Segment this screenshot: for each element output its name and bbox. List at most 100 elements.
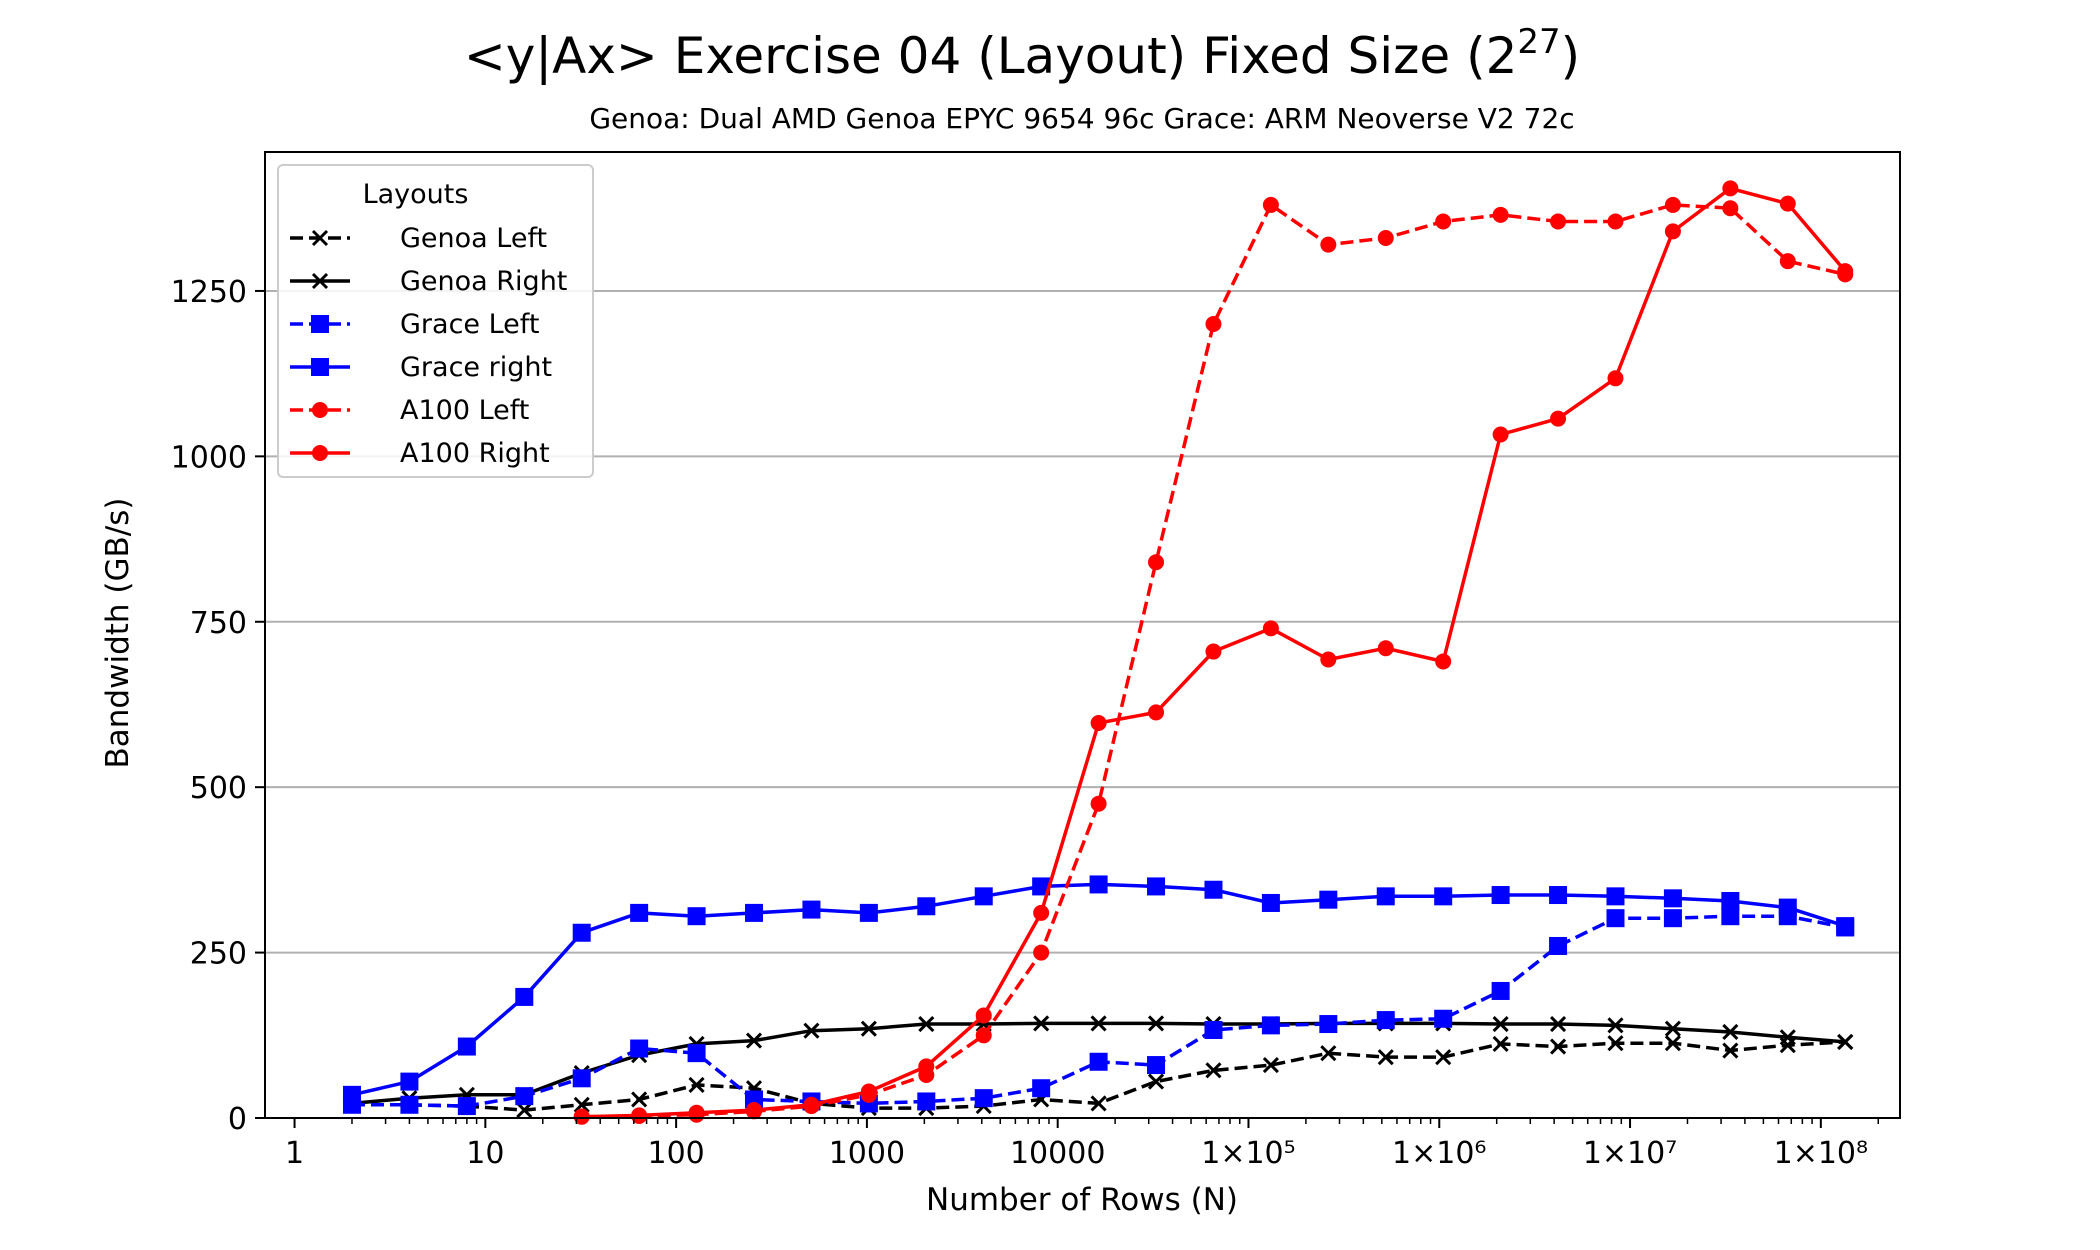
x-tick-label: 1×10⁸ (1774, 1136, 1868, 1171)
marker-stroke (1090, 1015, 1107, 1032)
data-point (515, 1087, 534, 1106)
data-point (860, 1083, 877, 1100)
data-point (457, 1037, 476, 1056)
data-point (975, 1027, 992, 1044)
marker-stroke (1664, 1020, 1681, 1037)
series-a100-left (573, 196, 1854, 1125)
marker-stroke (1492, 1035, 1509, 1052)
data-point (1032, 877, 1051, 896)
series-line (581, 203, 1846, 1119)
data-point (745, 1032, 763, 1049)
data-point (400, 1095, 419, 1114)
marker-stroke (1033, 1015, 1050, 1032)
data-point (1549, 886, 1568, 905)
legend-marker (311, 229, 329, 247)
data-point (1492, 1015, 1509, 1033)
data-point (687, 1044, 706, 1063)
data-point (1837, 263, 1854, 280)
legend-marker (312, 445, 328, 461)
data-point (1779, 253, 1796, 270)
legend-item-a100-right: A100 Right (290, 438, 550, 469)
data-point (1319, 890, 1338, 909)
marker-stroke (1607, 1017, 1624, 1034)
data-point (688, 1076, 705, 1093)
y-tick-label: 750 (190, 606, 247, 641)
marker-stroke (631, 1091, 648, 1108)
marker-stroke (516, 1101, 533, 1119)
data-point (860, 1020, 877, 1037)
data-point (1722, 1042, 1739, 1059)
legend-label: Grace right (400, 352, 552, 383)
x-tick-label: 10000 (1010, 1136, 1105, 1171)
data-point (917, 1092, 936, 1111)
data-point (1607, 1017, 1624, 1034)
series-a100-right (573, 180, 1854, 1125)
data-point (1722, 1023, 1739, 1041)
x-tick-label: 100 (647, 1136, 704, 1171)
data-point (1320, 651, 1337, 668)
data-point (1663, 889, 1682, 908)
data-point (1089, 875, 1108, 894)
data-point (630, 903, 649, 922)
data-point (803, 1022, 820, 1039)
legend-label: A100 Left (400, 395, 529, 426)
marker-stroke (311, 229, 329, 247)
legend-item-genoa-right: Genoa Right (290, 266, 567, 297)
data-point (572, 1069, 591, 1088)
legend-box (277, 164, 594, 478)
legend-label: Grace Left (400, 309, 539, 340)
data-point (1549, 936, 1568, 955)
x-tick-label: 1000 (829, 1136, 905, 1171)
data-point (1205, 316, 1222, 333)
data-point (1261, 1016, 1280, 1035)
data-point (631, 1107, 648, 1124)
data-point (1721, 891, 1740, 910)
marker-stroke (1205, 1062, 1222, 1079)
data-point (1491, 981, 1510, 1000)
data-point (630, 1039, 649, 1058)
data-point (1664, 196, 1681, 213)
data-point (1435, 1049, 1452, 1066)
data-point (745, 903, 764, 922)
marker-stroke (1262, 1057, 1279, 1074)
data-point (1550, 213, 1567, 230)
data-point (1664, 1020, 1681, 1037)
data-point (1204, 880, 1223, 899)
marker-stroke (688, 1076, 705, 1093)
data-point (1090, 1095, 1107, 1112)
legend-marker (311, 358, 329, 376)
marker-stroke (1492, 1015, 1509, 1033)
marker-stroke (1090, 1095, 1107, 1112)
marker-stroke (1722, 1042, 1739, 1059)
data-point (1434, 1009, 1453, 1028)
chart-title: <y|Ax> Exercise 04 (Layout) Fixed Size (… (464, 22, 1580, 85)
data-point (1090, 795, 1107, 812)
data-point (1837, 1033, 1854, 1050)
data-point (1722, 200, 1739, 217)
data-point (1722, 180, 1739, 197)
data-point (1491, 886, 1510, 905)
y-tick-label: 500 (190, 771, 247, 806)
legend-item-grace-right: Grace right (290, 352, 552, 383)
data-point (342, 1085, 361, 1104)
data-point (1492, 1035, 1509, 1052)
data-point (746, 1102, 763, 1119)
data-point (1320, 236, 1337, 253)
legend-marker (312, 402, 328, 418)
data-point (1319, 1015, 1338, 1034)
data-point (1205, 1062, 1222, 1079)
data-point (1492, 206, 1509, 223)
x-tick-label: 1×10⁵ (1201, 1136, 1295, 1171)
marker-stroke (311, 272, 329, 290)
data-point (1779, 1029, 1796, 1046)
data-point (400, 1072, 419, 1091)
data-point (802, 900, 821, 919)
chart-subtitle: Genoa: Dual AMD Genoa EPYC 9654 96c Grac… (589, 102, 1574, 135)
marker-stroke (1664, 1035, 1681, 1052)
data-point (1836, 917, 1855, 936)
data-point (1607, 370, 1624, 387)
data-point (1435, 653, 1452, 670)
axis-ticks: 0 250 500 750 1000 1250 1 10 100 1000 10000 1×10⁵ 1×… (171, 275, 1880, 1171)
data-point (1147, 1073, 1165, 1090)
